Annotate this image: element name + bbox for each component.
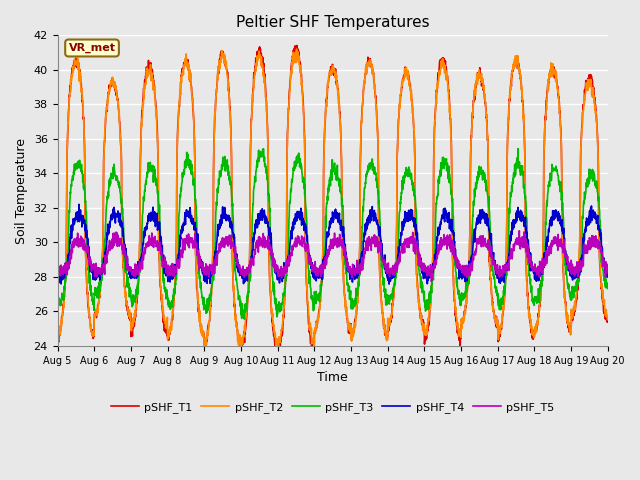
pSHF_T2 [54,339,61,345]
pSHF_T5 [349,271,356,277]
pSHF_T3 [514,146,522,152]
pSHF_T2 [571,298,579,304]
pSHF_T2 [604,316,612,322]
pSHF_T4 [493,268,500,274]
pSHF_T2 [493,322,500,327]
Line: pSHF_T1: pSHF_T1 [58,46,608,356]
pSHF_T3 [556,179,563,185]
pSHF_T3 [241,316,248,322]
pSHF_T4 [556,213,563,218]
pSHF_T1 [361,74,369,80]
pSHF_T2 [349,333,356,339]
pSHF_T2 [361,79,369,85]
pSHF_T4 [75,202,83,207]
pSHF_T1 [293,43,301,48]
pSHF_T1 [604,316,612,322]
pSHF_T3 [493,290,500,296]
Line: pSHF_T5: pSHF_T5 [58,231,608,282]
pSHF_T2 [207,296,215,302]
pSHF_T3 [604,286,612,291]
pSHF_T3 [361,186,369,192]
pSHF_T4 [361,230,369,236]
pSHF_T1 [493,322,500,328]
pSHF_T3 [349,306,356,312]
pSHF_T5 [428,279,435,285]
pSHF_T3 [207,293,215,299]
pSHF_T4 [571,272,579,278]
pSHF_T1 [349,331,356,336]
pSHF_T5 [207,265,215,271]
pSHF_T5 [571,271,579,277]
pSHF_T2 [292,46,300,52]
pSHF_T4 [349,275,356,281]
pSHF_T4 [385,281,393,287]
pSHF_T5 [604,263,612,269]
pSHF_T5 [54,267,61,273]
Line: pSHF_T4: pSHF_T4 [58,204,608,284]
pSHF_T1 [207,297,215,303]
pSHF_T5 [556,241,563,247]
pSHF_T4 [54,271,61,276]
pSHF_T1 [556,111,563,117]
pSHF_T3 [571,289,579,295]
Line: pSHF_T3: pSHF_T3 [58,149,608,319]
Text: VR_met: VR_met [68,43,116,53]
pSHF_T1 [571,306,579,312]
Legend: pSHF_T1, pSHF_T2, pSHF_T3, pSHF_T4, pSHF_T5: pSHF_T1, pSHF_T2, pSHF_T3, pSHF_T4, pSHF… [106,398,559,418]
pSHF_T1 [310,353,317,359]
Y-axis label: Soil Temperature: Soil Temperature [15,138,28,243]
pSHF_T2 [556,105,563,110]
pSHF_T1 [54,337,61,343]
Line: pSHF_T2: pSHF_T2 [58,49,608,347]
X-axis label: Time: Time [317,371,348,384]
pSHF_T2 [274,344,282,350]
pSHF_T5 [493,271,500,276]
pSHF_T4 [207,269,215,275]
pSHF_T5 [360,252,368,257]
pSHF_T3 [54,300,61,305]
pSHF_T4 [604,271,612,276]
Title: Peltier SHF Temperatures: Peltier SHF Temperatures [236,15,429,30]
pSHF_T5 [515,228,523,234]
